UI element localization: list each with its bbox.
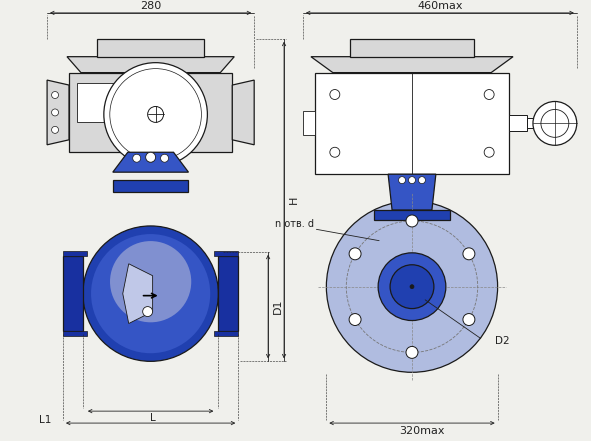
Circle shape bbox=[398, 177, 405, 183]
Circle shape bbox=[148, 106, 164, 123]
Circle shape bbox=[418, 177, 426, 183]
Circle shape bbox=[390, 265, 434, 309]
Circle shape bbox=[463, 248, 475, 260]
Circle shape bbox=[147, 154, 155, 162]
Circle shape bbox=[533, 101, 577, 145]
Bar bbox=[527, 119, 537, 128]
Polygon shape bbox=[311, 57, 513, 73]
Circle shape bbox=[51, 127, 59, 133]
Circle shape bbox=[378, 253, 446, 321]
Circle shape bbox=[330, 90, 340, 100]
Bar bbox=[97, 39, 204, 57]
Bar bbox=[63, 256, 83, 331]
Circle shape bbox=[83, 226, 218, 361]
Circle shape bbox=[410, 285, 414, 289]
Bar bbox=[374, 210, 450, 220]
Text: 280: 280 bbox=[140, 1, 161, 11]
Bar bbox=[350, 39, 474, 57]
Polygon shape bbox=[388, 174, 436, 210]
Circle shape bbox=[51, 109, 59, 116]
Bar bbox=[77, 82, 132, 123]
Circle shape bbox=[145, 152, 155, 162]
Polygon shape bbox=[113, 152, 189, 172]
Polygon shape bbox=[47, 80, 69, 145]
Text: H: H bbox=[289, 196, 299, 204]
Circle shape bbox=[161, 154, 168, 162]
Circle shape bbox=[349, 248, 361, 260]
Circle shape bbox=[541, 109, 569, 137]
Text: D1: D1 bbox=[273, 299, 283, 314]
Text: L: L bbox=[150, 413, 155, 423]
Bar bbox=[215, 251, 238, 256]
Circle shape bbox=[330, 147, 340, 157]
Bar bbox=[303, 112, 315, 135]
Bar bbox=[509, 116, 527, 131]
Polygon shape bbox=[67, 57, 234, 73]
Text: D2: D2 bbox=[495, 336, 509, 347]
Circle shape bbox=[133, 154, 141, 162]
Bar bbox=[63, 251, 87, 256]
Bar bbox=[215, 331, 238, 336]
Circle shape bbox=[110, 241, 191, 322]
Text: 460max: 460max bbox=[417, 1, 463, 11]
Circle shape bbox=[51, 92, 59, 98]
Circle shape bbox=[484, 147, 494, 157]
Bar bbox=[69, 73, 232, 152]
Circle shape bbox=[349, 314, 361, 325]
Polygon shape bbox=[123, 264, 152, 324]
Text: 320max: 320max bbox=[399, 426, 444, 436]
Text: L1: L1 bbox=[38, 415, 51, 425]
Polygon shape bbox=[232, 80, 254, 145]
Circle shape bbox=[104, 63, 207, 166]
Circle shape bbox=[484, 90, 494, 100]
Circle shape bbox=[91, 234, 210, 353]
Circle shape bbox=[463, 314, 475, 325]
Bar bbox=[113, 180, 189, 192]
Bar bbox=[63, 331, 87, 336]
Circle shape bbox=[326, 201, 498, 372]
Circle shape bbox=[408, 177, 415, 183]
Bar bbox=[218, 256, 238, 331]
Text: n отв. d: n отв. d bbox=[275, 219, 314, 229]
Circle shape bbox=[406, 215, 418, 227]
Circle shape bbox=[142, 306, 152, 317]
Bar bbox=[315, 73, 509, 174]
Circle shape bbox=[406, 347, 418, 359]
Circle shape bbox=[110, 69, 202, 160]
